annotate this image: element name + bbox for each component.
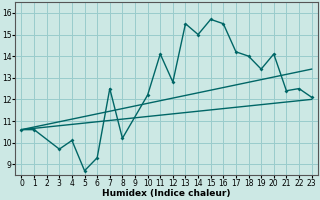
X-axis label: Humidex (Indice chaleur): Humidex (Indice chaleur) <box>102 189 231 198</box>
